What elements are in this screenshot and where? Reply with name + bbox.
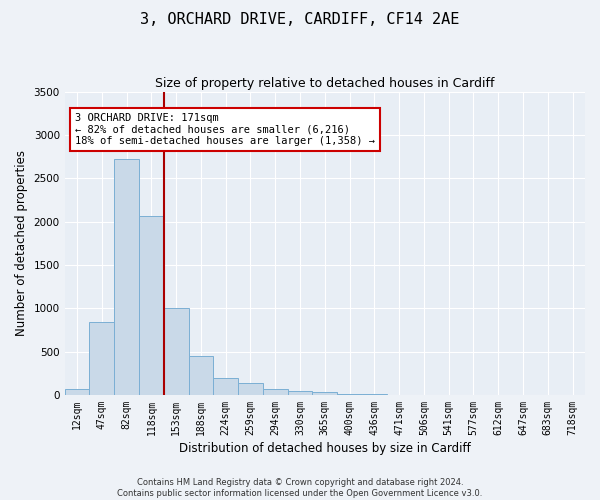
Bar [164,308,188,395]
Text: 3 ORCHARD DRIVE: 171sqm
← 82% of detached houses are smaller (6,216)
18% of semi: 3 ORCHARD DRIVE: 171sqm ← 82% of detache… [75,113,375,146]
Bar [287,390,313,395]
Bar [238,383,263,395]
Y-axis label: Number of detached properties: Number of detached properties [15,150,28,336]
Bar [188,356,214,395]
Text: 3, ORCHARD DRIVE, CARDIFF, CF14 2AE: 3, ORCHARD DRIVE, CARDIFF, CF14 2AE [140,12,460,28]
Bar [337,394,362,395]
Bar [263,389,287,395]
X-axis label: Distribution of detached houses by size in Cardiff: Distribution of detached houses by size … [179,442,471,455]
Bar [114,160,139,395]
Bar [139,216,164,395]
Bar [362,394,387,395]
Text: Contains HM Land Registry data © Crown copyright and database right 2024.
Contai: Contains HM Land Registry data © Crown c… [118,478,482,498]
Bar [65,389,89,395]
Bar [214,378,238,395]
Title: Size of property relative to detached houses in Cardiff: Size of property relative to detached ho… [155,78,494,90]
Bar [313,392,337,395]
Bar [89,322,114,395]
